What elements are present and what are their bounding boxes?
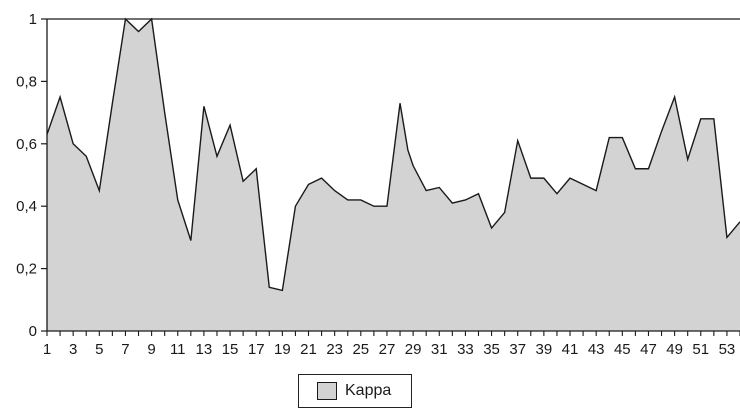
y-axis: 0 0,2 0,4 0,6 0,8 1 <box>16 11 48 340</box>
y-tick-label-5: 1 <box>29 11 37 28</box>
x-tick-label-31: 31 <box>431 341 448 358</box>
x-tick-label-43: 43 <box>588 341 605 358</box>
x-tick-label-17: 17 <box>248 341 265 358</box>
y-tick-label-4: 0,8 <box>16 73 37 90</box>
plot-area <box>46 17 740 331</box>
y-tick-label-3: 0,6 <box>16 136 37 153</box>
x-tick-label-3: 3 <box>69 341 77 358</box>
legend: Kappa <box>298 374 412 408</box>
x-tick-label-11: 11 <box>170 341 186 358</box>
x-tick-label-33: 33 <box>457 341 474 358</box>
x-tick-label-25: 25 <box>352 341 369 358</box>
x-tick-label-19: 19 <box>274 341 291 358</box>
kappa-area-fill <box>47 19 740 331</box>
x-tick-label-49: 49 <box>666 341 683 358</box>
x-axis: 1 3 5 7 9 11 13 15 17 19 21 23 25 27 29 31 33 35 37 39 41 43 4… <box>43 330 740 358</box>
y-tick-label-0: 0 <box>29 323 37 340</box>
x-tick-label-35: 35 <box>483 341 500 358</box>
x-tick-label-39: 39 <box>536 341 553 358</box>
x-tick-label-15: 15 <box>222 341 239 358</box>
x-tick-label-29: 29 <box>405 341 422 358</box>
x-tick-label-47: 47 <box>640 341 657 358</box>
x-tick-label-7: 7 <box>121 341 129 358</box>
x-tick-label-27: 27 <box>379 341 396 358</box>
x-tick-label-1: 1 <box>43 341 51 358</box>
x-tick-label-23: 23 <box>326 341 343 358</box>
x-tick-label-51: 51 <box>692 341 709 358</box>
legend-label: Kappa <box>345 382 392 399</box>
x-tick-label-37: 37 <box>509 341 526 358</box>
x-tick-label-9: 9 <box>147 341 155 358</box>
x-tick-label-5: 5 <box>95 341 103 358</box>
y-tick-label-2: 0,4 <box>16 198 37 215</box>
y-tick-label-1: 0,2 <box>16 261 37 278</box>
x-tick-label-53: 53 <box>719 341 736 358</box>
kappa-series-line <box>46 17 740 292</box>
x-tick-label-21: 21 <box>300 341 317 358</box>
x-tick-label-41: 41 <box>562 341 579 358</box>
x-tick-label-45: 45 <box>614 341 631 358</box>
legend-swatch <box>317 382 337 400</box>
x-tick-label-13: 13 <box>196 341 213 358</box>
